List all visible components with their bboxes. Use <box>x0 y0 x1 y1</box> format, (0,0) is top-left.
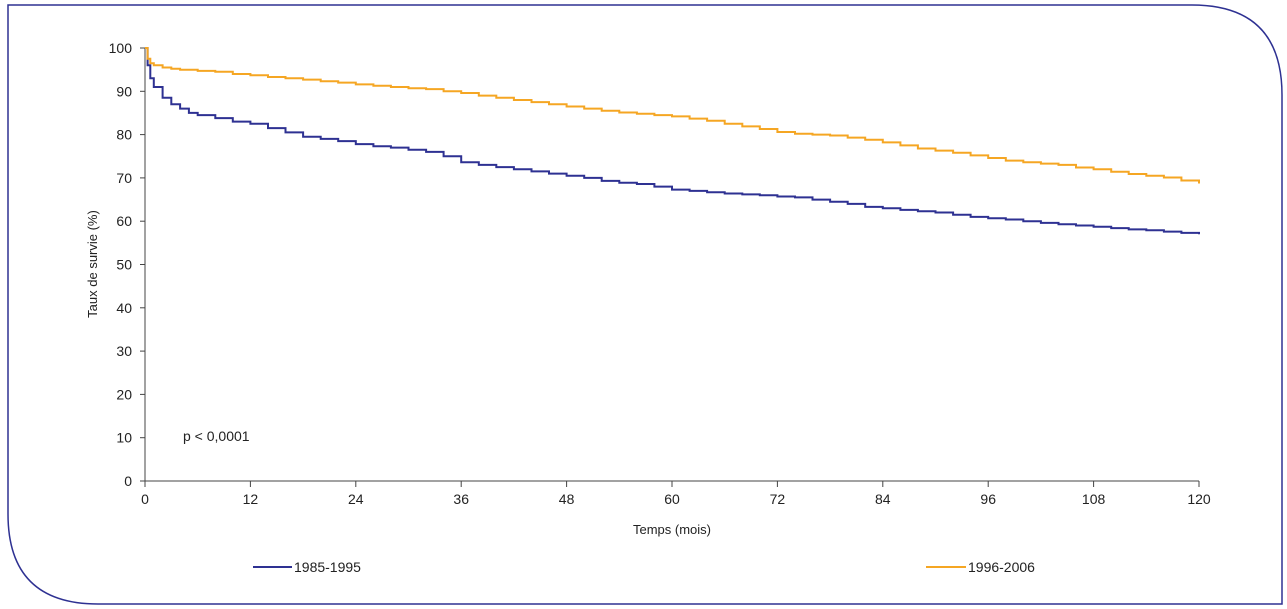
x-tick-label: 12 <box>243 491 259 507</box>
y-tick-label: 60 <box>116 213 132 229</box>
legend: 1985-1995 1996-2006 <box>253 559 1035 575</box>
x-tick-label: 108 <box>1082 491 1106 507</box>
y-tick-label: 90 <box>116 83 132 99</box>
x-axis-title: Temps (mois) <box>633 522 711 537</box>
legend-label-1985-1995: 1985-1995 <box>294 559 361 575</box>
y-tick-label: 40 <box>116 300 132 316</box>
y-tick-label: 20 <box>116 386 132 402</box>
y-tick-label: 80 <box>116 127 132 143</box>
legend-label-1996-2006: 1996-2006 <box>968 559 1035 575</box>
x-tick-label: 0 <box>141 491 149 507</box>
x-tick-label: 48 <box>559 491 575 507</box>
y-tick-label: 70 <box>116 170 132 186</box>
y-tick-label: 10 <box>116 430 132 446</box>
x-tick-label: 72 <box>770 491 786 507</box>
y-tick-label: 30 <box>116 343 132 359</box>
y-tick-label: 0 <box>124 473 132 489</box>
y-tick-label: 100 <box>109 40 133 56</box>
p-value-annotation: p < 0,0001 <box>183 428 250 444</box>
x-tick-label: 120 <box>1187 491 1211 507</box>
x-tick-label: 84 <box>875 491 891 507</box>
x-tick-label: 96 <box>980 491 996 507</box>
y-tick-label: 50 <box>116 257 132 273</box>
x-tick-label: 24 <box>348 491 364 507</box>
series-line-1985-1995 <box>145 47 1200 235</box>
frame-border <box>7 4 1283 605</box>
series-line-1996-2006 <box>145 47 1200 184</box>
x-tick-label: 60 <box>664 491 680 507</box>
axes <box>144 48 1199 482</box>
y-axis-title: Taux de survie (%) <box>85 210 100 318</box>
x-tick-label: 36 <box>453 491 469 507</box>
